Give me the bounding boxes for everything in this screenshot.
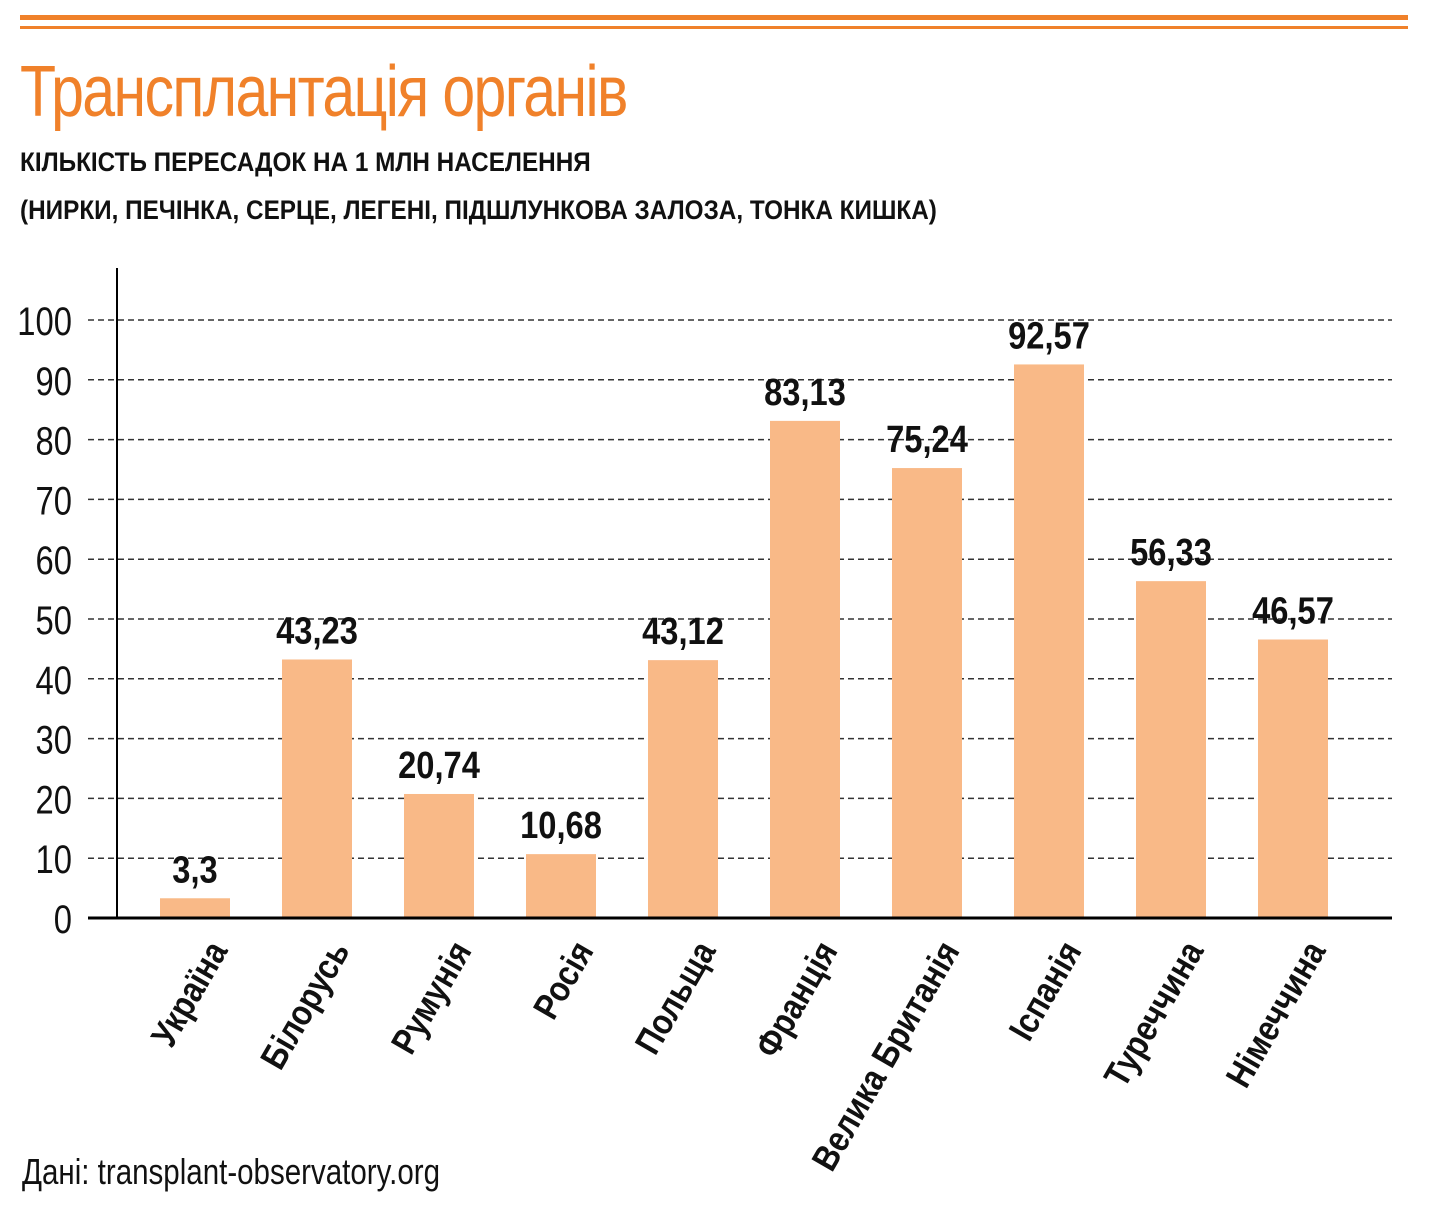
bar	[1014, 364, 1084, 918]
bars	[160, 364, 1328, 918]
bar	[1136, 581, 1206, 918]
x-tick-label: Іспанія	[1002, 935, 1090, 1048]
bar	[404, 793, 474, 918]
x-tick-label: Німеччина	[1219, 935, 1334, 1095]
bar	[526, 854, 596, 918]
top-rule-thick	[20, 15, 1408, 20]
data-label: 10,68	[520, 804, 602, 847]
x-tick-labels: Україна Білорусь Румунія Росія Польща Франція…	[144, 935, 1334, 1178]
data-label: 75,24	[886, 418, 968, 461]
y-tick-label: 10	[36, 837, 72, 882]
data-label: 83,13	[764, 371, 846, 414]
top-rule-thin	[20, 26, 1408, 29]
x-tick-label: Росія	[526, 935, 601, 1026]
data-labels: 3,3 43,23 20,74 10,68 43,12 83,13 75,24 92,57 56…	[172, 314, 1334, 891]
y-tick-label: 30	[36, 718, 72, 763]
y-tick-label: 60	[36, 538, 72, 583]
data-label: 92,57	[1008, 314, 1090, 357]
y-tick-label: 100	[17, 299, 72, 344]
data-label: 43,12	[642, 610, 724, 653]
x-tick-label: Білорусь	[254, 935, 358, 1076]
x-tick-label: Україна	[144, 935, 236, 1054]
bar	[892, 468, 962, 918]
chart-title: Трансплантація органів	[20, 52, 628, 132]
y-tick-label: 90	[36, 359, 72, 404]
data-source: Дані: transplant-observatory.org	[22, 1151, 441, 1192]
y-tick-label: 50	[36, 598, 72, 643]
x-tick-label: Туреччина	[1097, 935, 1212, 1094]
y-tick-label: 80	[36, 419, 72, 464]
y-tick-label: 70	[36, 478, 72, 523]
data-label: 3,3	[172, 848, 217, 891]
data-label: 43,23	[276, 609, 358, 652]
x-tick-label: Польща	[628, 935, 724, 1061]
bar	[282, 659, 352, 918]
data-label: 46,57	[1252, 589, 1334, 632]
y-tick-label: 0	[54, 897, 72, 942]
bar	[770, 420, 840, 918]
bar	[648, 660, 718, 918]
x-tick-label: Франція	[748, 935, 846, 1065]
bar	[160, 898, 230, 918]
y-tick-labels: 0 10 20 30 40 50 60 70 80 90 100	[17, 299, 72, 942]
data-label: 56,33	[1130, 531, 1212, 574]
chart-subtitle-line1: КІЛЬКІСТЬ ПЕРЕСАДОК НА 1 МЛН НАСЕЛЕННЯ	[20, 147, 591, 177]
y-tick-label: 40	[36, 658, 72, 703]
y-tick-label: 20	[36, 777, 72, 822]
chart-subtitle-line2: (НИРКИ, ПЕЧІНКА, СЕРЦЕ, ЛЕГЕНІ, ПІДШЛУНК…	[20, 195, 937, 225]
axes	[88, 268, 1392, 920]
data-label: 20,74	[398, 744, 480, 787]
bar	[1258, 639, 1328, 918]
grid-lines	[88, 319, 1392, 859]
x-tick-label: Румунія	[384, 935, 480, 1061]
